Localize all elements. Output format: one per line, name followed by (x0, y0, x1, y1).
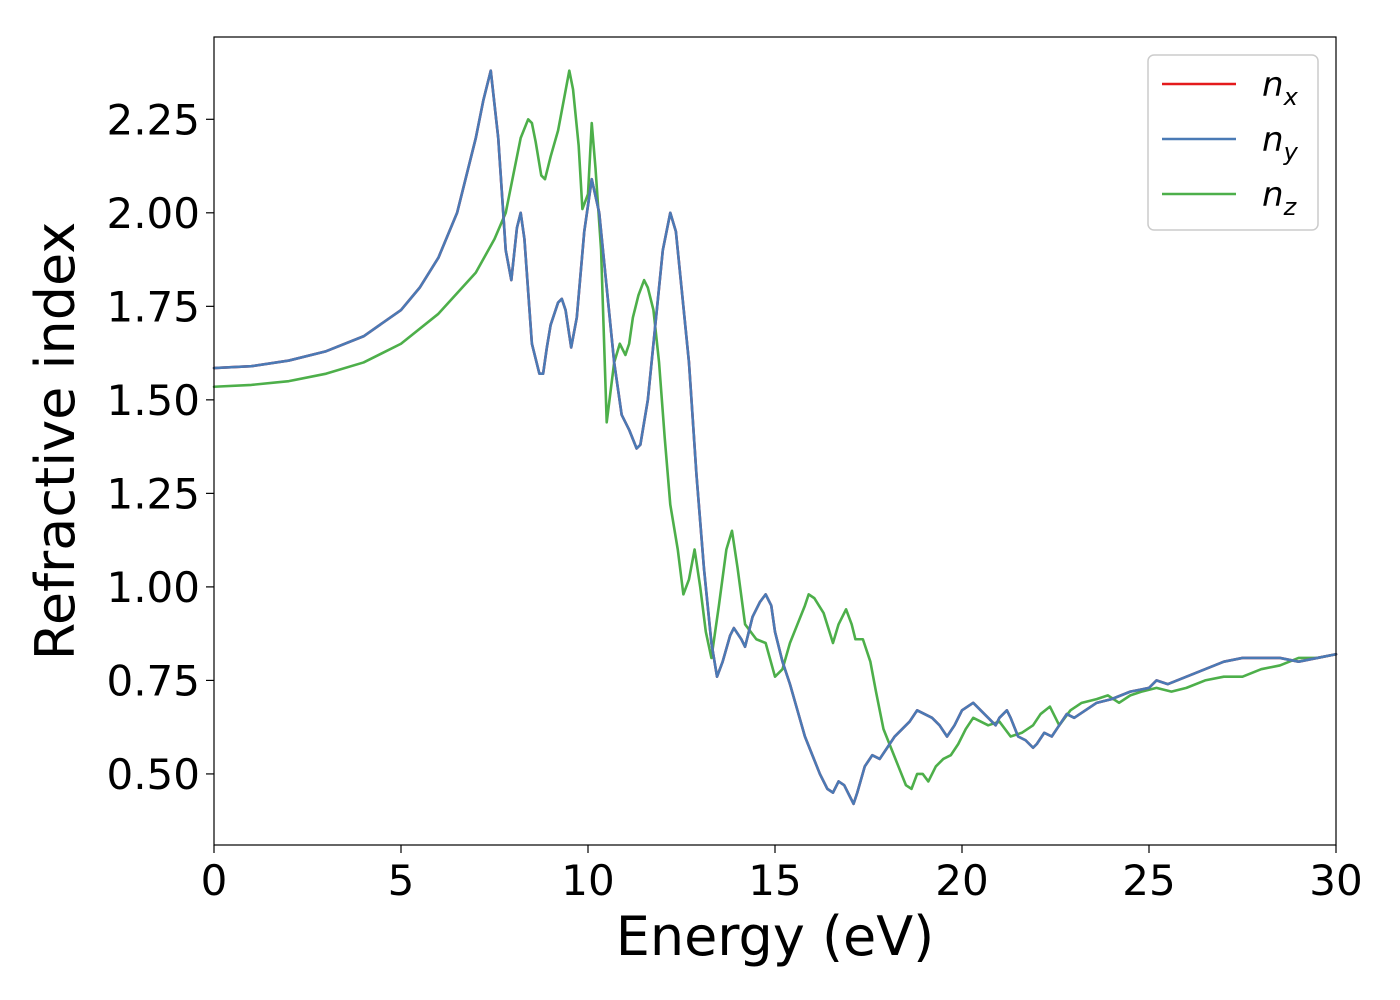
y-tick-label: 1.50 (106, 376, 200, 425)
series-line-y (212, 69, 1338, 806)
series-line-z (212, 69, 1338, 791)
y-tick-label: 0.75 (106, 656, 200, 705)
x-tick-label: 5 (388, 856, 415, 905)
y-tick-label: 0.50 (106, 750, 200, 799)
x-tick-label: 25 (1122, 856, 1175, 905)
x-axis-ticks: 0 5 10 15 20 25 30 (201, 845, 1363, 905)
x-tick-label: 10 (561, 856, 614, 905)
x-tick-label: 20 (935, 856, 988, 905)
legend-label-x: nx (1262, 65, 1299, 111)
legend: nx ny nz (1147, 54, 1319, 231)
y-tick-label: 1.00 (106, 563, 200, 612)
legend-items: nx ny nz (1162, 65, 1299, 221)
y-axis-ticks: 0.50 0.75 1.00 1.25 1.50 1.75 2.00 2.25 (106, 95, 214, 799)
x-tick-label: 15 (748, 856, 801, 905)
x-tick-label: 30 (1309, 856, 1362, 905)
y-tick-label: 1.25 (106, 469, 200, 518)
y-axis-label: Refractive index (24, 222, 87, 661)
legend-box (1147, 54, 1319, 231)
legend-label-y: ny (1262, 120, 1299, 166)
series-layer (212, 69, 1338, 806)
x-tick-label: 0 (201, 856, 228, 905)
x-axis-label: Energy (eV) (616, 905, 935, 968)
legend-label-z: nz (1262, 175, 1298, 221)
y-tick-label: 2.25 (106, 95, 200, 144)
y-tick-label: 1.75 (106, 282, 200, 331)
y-tick-label: 2.00 (106, 189, 200, 238)
